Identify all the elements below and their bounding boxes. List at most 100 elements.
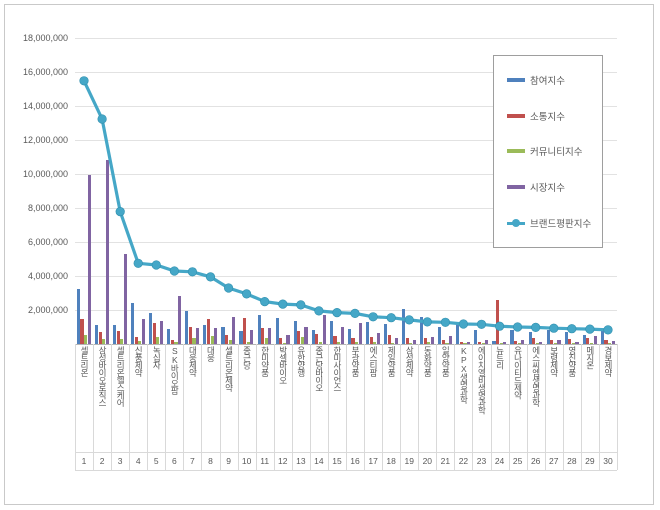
legend-label: 시장지수: [530, 183, 565, 195]
category-separator: [364, 344, 366, 470]
legend-item-brand-reputation: 브랜드평판지수: [507, 216, 602, 230]
bar: [427, 342, 431, 344]
label-divider: [75, 452, 617, 453]
category-label: 에스티팜: [364, 346, 382, 450]
bar: [268, 327, 272, 344]
category-label: KPX생명과학: [454, 346, 472, 450]
category-separator: [309, 344, 311, 470]
line-marker: [549, 323, 559, 333]
category-label: 뉴트리: [491, 346, 509, 450]
legend-label: 소통지수: [530, 111, 565, 123]
category-label: 유한양행: [292, 346, 310, 450]
category-rank: 20: [422, 456, 433, 466]
bar: [188, 327, 193, 344]
legend-swatch-participation: [507, 77, 525, 82]
category-name: 부광약품: [350, 346, 361, 376]
bar: [607, 343, 612, 344]
bar: [355, 342, 359, 344]
bar: [221, 327, 225, 344]
category-label: 대웅제약: [183, 346, 201, 450]
line-marker: [440, 317, 451, 327]
category-label: 일양약품: [436, 346, 454, 450]
legend-item-community: 커뮤니티지수: [507, 144, 602, 158]
category-name: 한미약품: [260, 346, 271, 376]
bar: [123, 254, 127, 344]
category-name: 녹십자: [151, 346, 162, 369]
y-axis-tick-label: 4,000,000: [27, 270, 68, 281]
y-axis-tick-label: 18,000,000: [22, 32, 68, 43]
bar: [94, 324, 99, 344]
bar: [485, 339, 489, 344]
bar: [365, 321, 370, 344]
category-name: SK바이오팜: [169, 346, 180, 394]
category-separator: [418, 344, 420, 470]
category-name: 삼성바이오로직스: [97, 346, 108, 406]
bar: [582, 335, 586, 344]
bar: [517, 343, 521, 344]
bar: [481, 343, 485, 344]
category-label: 삼성바이오로직스: [93, 346, 111, 450]
gridline: [75, 38, 617, 40]
line-marker: [531, 322, 541, 333]
legend: 참여지수 소통지수 커뮤니티지수 시장지수 브랜드평판지수: [493, 55, 603, 248]
category-separator: [201, 344, 203, 470]
category-rank: 23: [476, 456, 487, 466]
line-marker: [422, 317, 432, 327]
category-name: 보령제약: [549, 346, 560, 376]
bar: [467, 341, 471, 344]
category-label: 한미약품: [256, 346, 274, 450]
category-name: 대웅: [205, 346, 216, 361]
bar: [228, 339, 232, 344]
category-separator: [165, 344, 167, 470]
category-label: 에이치엘비생명과학: [472, 346, 490, 450]
bar: [138, 340, 142, 344]
bar: [409, 342, 413, 344]
y-axis-tick-label: 6,000,000: [27, 236, 68, 247]
bar: [347, 328, 352, 344]
bar: [441, 339, 445, 344]
bar: [358, 322, 362, 344]
line-marker: [169, 266, 179, 276]
category-separator: [436, 344, 438, 470]
bar: [322, 315, 326, 344]
bar: [203, 324, 207, 344]
line-marker: [278, 299, 288, 309]
bar: [105, 159, 109, 344]
category-separator: [183, 344, 185, 470]
bar: [333, 336, 337, 344]
bar: [80, 319, 84, 344]
bar: [264, 338, 268, 344]
category-rank: 11: [260, 456, 270, 466]
bar: [521, 339, 525, 344]
bar: [459, 341, 464, 344]
legend-line-marker-icon: [507, 218, 525, 228]
bar: [532, 337, 536, 344]
bar: [373, 342, 377, 344]
category-rank: 26: [530, 456, 541, 466]
category-name: 뉴트리: [495, 346, 506, 369]
category-label: SK바이오팜: [165, 346, 183, 450]
bar: [553, 343, 557, 344]
category-name: 동화약품: [422, 346, 433, 376]
bar: [376, 333, 380, 344]
bar: [336, 341, 341, 344]
bar: [156, 336, 160, 344]
category-rank: 21: [440, 456, 451, 466]
category-rank: 17: [368, 456, 378, 466]
category-label: 셀트리온제약: [220, 346, 238, 450]
category-label: 한미사이언스: [328, 346, 346, 450]
line-marker: [567, 324, 577, 334]
category-name: 유한양행: [296, 346, 307, 376]
bar: [286, 335, 290, 344]
line-marker: [476, 319, 487, 329]
bar: [405, 338, 409, 344]
legend-swatch-community: [507, 149, 525, 154]
category-label: 대웅: [201, 346, 219, 450]
bar: [250, 329, 254, 344]
bar: [340, 327, 344, 344]
category-rank: 9: [226, 456, 231, 466]
category-separator: [111, 344, 113, 470]
category-name: 박셀바이오: [278, 346, 289, 384]
bar: [293, 320, 297, 344]
bar: [412, 339, 417, 344]
